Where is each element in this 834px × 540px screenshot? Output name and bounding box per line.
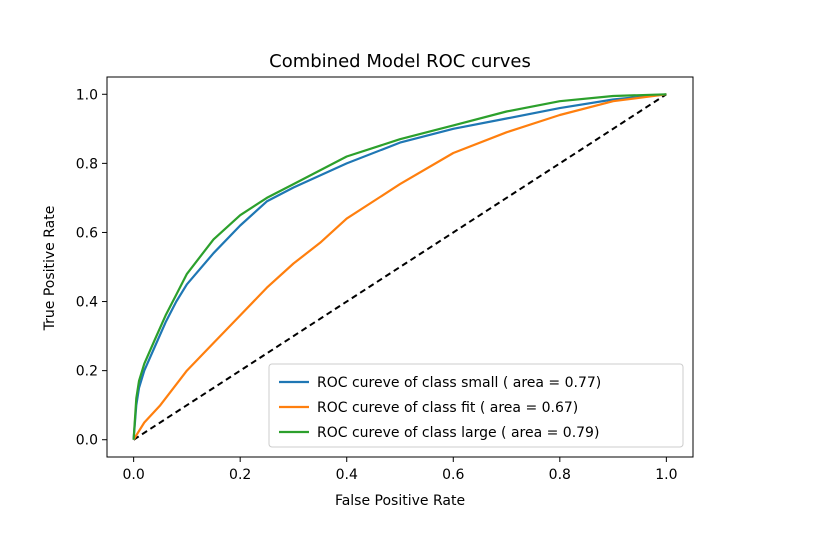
plot-area: 0.0 0.2 0.4 0.6 0.8 1.0 0.0 0.2 0.4 0.6 0.8 1.0 ROC … [76, 76, 694, 483]
chance-diagonal-line [133, 93, 667, 441]
x-axis-label: False Positive Rate [335, 493, 465, 509]
roc-curve-series-2 [132, 93, 667, 440]
x-tick-label: 0.8 [549, 467, 571, 483]
y-tick-label: 0.8 [76, 156, 98, 172]
legend-box [268, 363, 684, 448]
y-tick-label: 0.0 [76, 433, 98, 449]
x-tick-label: 0.4 [336, 467, 358, 483]
y-tick-label: 1.0 [76, 87, 98, 103]
legend-entry-label: ROC cureve of class large ( area = 0.79) [317, 425, 599, 441]
y-tick-label: 0.4 [76, 295, 98, 311]
y-tick-label: 0.6 [76, 225, 98, 241]
y-axis-label: True Positive Rate [42, 206, 58, 332]
y-tick-label: 0.2 [76, 364, 98, 380]
chart-title: Combined Model ROC curves [269, 51, 531, 72]
legend-entry-label: ROC cureve of class small ( area = 0.77) [317, 375, 601, 391]
x-tick-label: 0.0 [123, 467, 145, 483]
x-tick-label: 0.6 [442, 467, 464, 483]
x-tick-label: 0.2 [229, 467, 251, 483]
roc-curve-series-1 [132, 93, 667, 441]
x-tick-label: 1.0 [655, 467, 677, 483]
legend-entry-label: ROC cureve of class fit ( area = 0.67) [317, 400, 578, 416]
plot-frame [106, 76, 694, 458]
roc-curve-series-0 [132, 93, 667, 440]
